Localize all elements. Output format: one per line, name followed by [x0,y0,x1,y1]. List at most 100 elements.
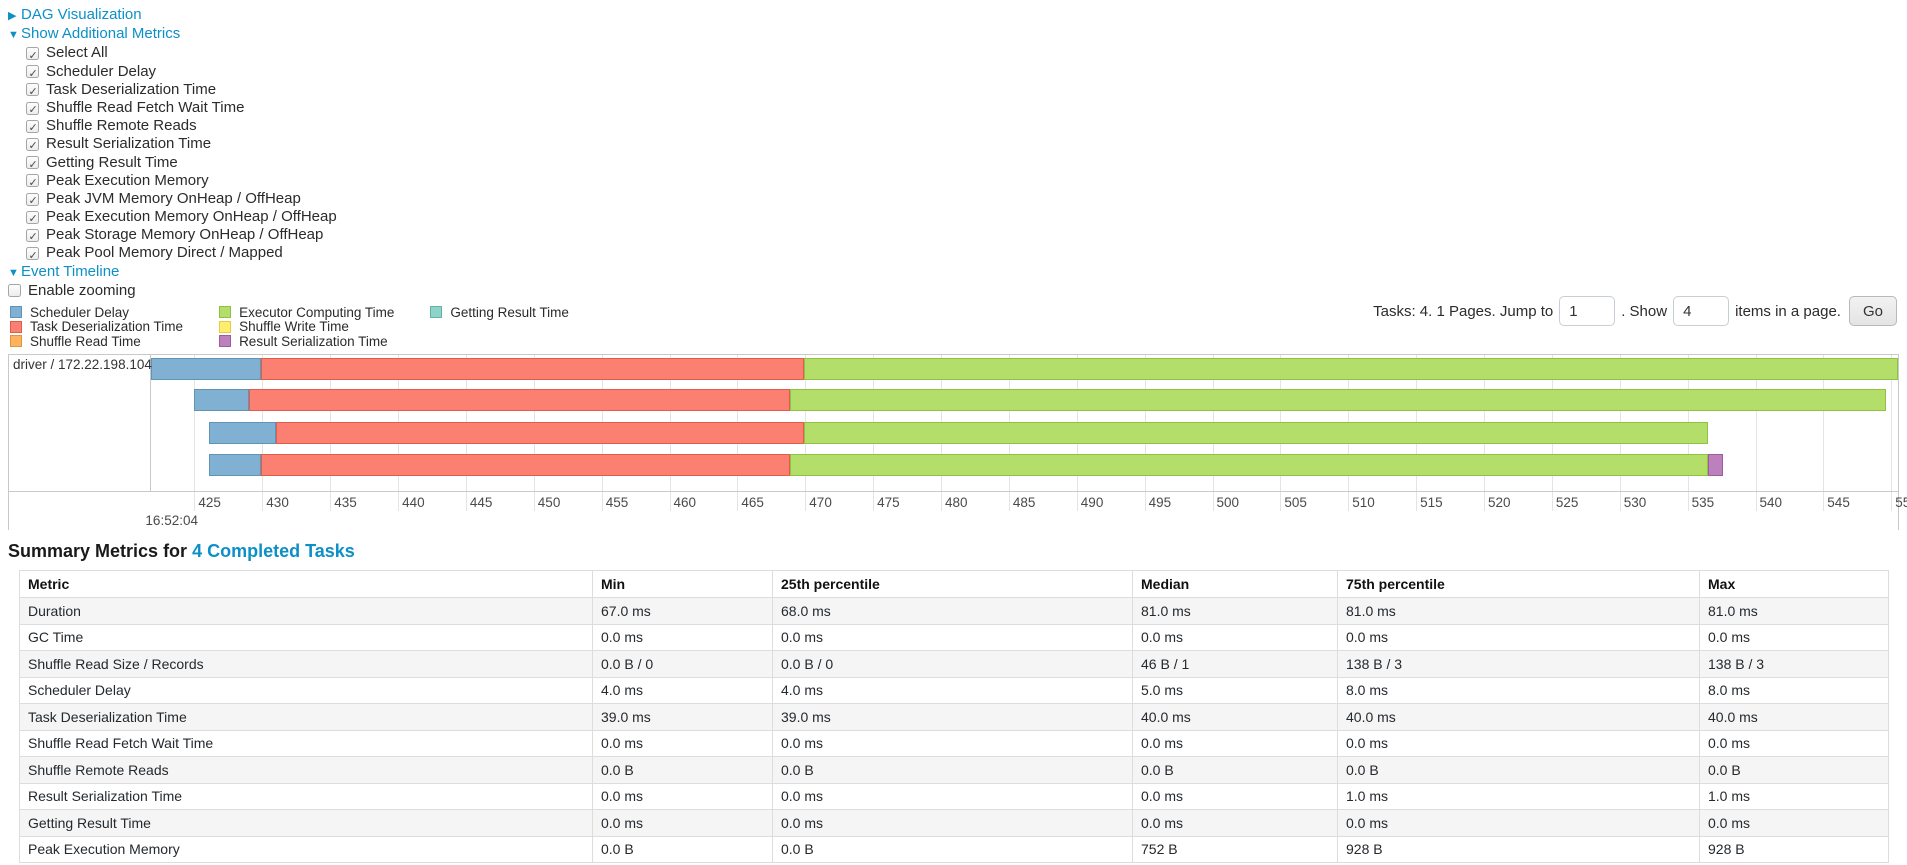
metric-checkbox-task-deserialization-time[interactable]: Task Deserialization Time [8,81,337,101]
task-2-executor-computing-segment[interactable] [790,389,1886,411]
metric-checkbox-peak-pool-memory-direct-mapped[interactable]: Peak Pool Memory Direct / Mapped [8,244,337,265]
metric-value-cell: 0.0 B [772,835,1133,863]
table-row: Task Deserialization Time 39.0 ms 39.0 ms 4… [19,703,1889,731]
axis-tick [873,492,875,511]
task-2-scheduler-delay-segment[interactable] [194,389,249,411]
metric-name-cell: Peak Execution Memory [19,835,593,863]
items-per-page-input[interactable] [1673,296,1730,326]
task-1-scheduler-delay-segment[interactable] [151,358,261,380]
task-1-task-deserialization-segment[interactable] [261,358,804,380]
table-row: Result Serialization Time 0.0 ms 0.0 ms 0.0… [19,782,1889,810]
chevron-right-icon: ▶ [8,10,17,22]
completed-tasks-link[interactable]: 4 Completed Tasks [192,541,355,561]
table-row: Scheduler Delay 4.0 ms 4.0 ms 5.0 ms 8.0 ms 8… [19,676,1889,704]
metric-checkbox-peak-storage-memory-onheap-offheap[interactable]: Peak Storage Memory OnHeap / OffHeap [8,226,337,247]
axis-tick-label: 500 [1216,495,1240,510]
table-row: Peak Execution Memory 0.0 B 0.0 B 752 B 928 … [19,835,1889,863]
metric-value-cell: 68.0 ms [772,597,1133,625]
axis-tick [1416,492,1418,511]
task-4-result-serialization-segment[interactable] [1708,454,1723,476]
executor-group-label: driver / 172.22.198.104 [13,357,152,372]
axis-tick-label: 450 [537,495,561,510]
summary-metrics-title: Summary Metrics for 4 Completed Tasks [8,541,355,562]
metric-value-cell: 0.0 ms [592,623,773,651]
timeline-legend: Scheduler Delay Task Deserialization Time… [10,305,605,349]
table-row: Getting Result Time 0.0 ms 0.0 ms 0.0 ms 0.0… [19,809,1889,837]
event-timeline-toggle[interactable]: ▼ Event Timeline [8,263,337,282]
jump-to-page-input[interactable] [1559,296,1616,326]
metric-checkbox-peak-execution-memory[interactable]: Peak Execution Memory [8,172,337,192]
axis-tick [398,492,400,511]
axis-tick-label: 425 [198,495,221,510]
metric-checkbox-getting-result-time[interactable]: Getting Result Time [8,153,337,174]
checkbox-label: Scheduler Delay [46,62,157,80]
metric-value-cell: 0.0 B [1337,756,1700,784]
metric-name-cell: Scheduler Delay [19,676,593,704]
metric-checkbox-result-serialization-time[interactable]: Result Serialization Time [8,135,337,156]
task-4-task-deserialization-segment[interactable] [261,454,791,476]
checkbox-icon [26,210,39,228]
axis-tick [1551,492,1553,511]
event-timeline-chart: driver / 172.22.198.104 425 430 435 440 445 4… [8,354,1907,530]
show-additional-metrics-toggle[interactable]: ▼ Show Additional Metrics [8,25,337,44]
metric-value-cell: 0.0 ms [1699,729,1889,757]
legend-label: Shuffle Write Time [239,319,349,335]
checkbox-label: Select All [46,44,108,62]
axis-tick [669,492,671,511]
table-row: Duration 67.0 ms 68.0 ms 81.0 ms 81.0 ms 81.0… [19,597,1889,625]
task-3-scheduler-delay-segment[interactable] [209,421,276,444]
metric-value-cell: 0.0 B [1699,756,1889,784]
metric-value-cell: 0.0 ms [1132,729,1338,757]
axis-tick [1212,492,1214,511]
task-3-task-deserialization-segment[interactable] [275,421,804,444]
axis-tick-label: 480 [945,495,968,510]
metric-checkbox-shuffle-remote-reads[interactable]: Shuffle Remote Reads [8,117,337,137]
legend-label: Getting Result Time [450,304,569,320]
enable-zooming-checkbox[interactable]: Enable zooming [8,282,337,300]
checkbox-label: Shuffle Read Fetch Wait Time [46,98,245,116]
axis-tick [1755,492,1757,511]
legend-label: Executor Computing Time [239,304,395,320]
checkbox-label: Getting Result Time [46,153,178,171]
metric-value-cell: 0.0 B [592,756,773,784]
checkbox-icon [26,101,39,119]
axis-tick-label: 445 [469,495,493,510]
timeline-time-axis: 425 430 435 440 445 450 455 460 465 470 475 480 485 4… [9,491,1907,530]
axis-tick [941,492,942,511]
checkbox-icon [26,156,39,174]
metric-checkbox-scheduler-delay[interactable]: Scheduler Delay [8,62,337,83]
dag-visualization-toggle[interactable]: ▶ DAG Visualization [8,6,337,25]
legend-item: Scheduler Delay [10,305,183,320]
pagination-summary: Tasks: 4. 1 Pages. Jump to [1373,302,1554,320]
metric-checkbox-select-all[interactable]: Select All [8,44,337,65]
task-4-scheduler-delay-segment[interactable] [209,454,261,476]
checkbox-icon [26,47,39,65]
checkbox-icon [26,83,39,101]
show-additional-metrics-label: Show Additional Metrics [21,25,181,43]
metric-value-cell: 138 B / 3 [1699,650,1889,678]
go-button[interactable]: Go [1848,296,1897,326]
metric-checkbox-peak-execution-memory-onheap-offheap[interactable]: Peak Execution Memory OnHeap / OffHeap [8,208,337,228]
dag-visualization-label: DAG Visualization [21,6,142,23]
metric-value-cell: 0.0 B [592,835,773,863]
task-3-executor-computing-segment[interactable] [803,421,1708,444]
summary-title-text: Summary Metrics for [8,541,193,561]
metric-value-cell: 0.0 ms [592,729,773,757]
metric-value-cell: 0.0 ms [1132,809,1338,837]
axis-tick-label: 505 [1284,495,1307,510]
metric-value-cell: 40.0 ms [1337,703,1700,731]
axis-tick [1348,492,1350,511]
metric-value-cell: 8.0 ms [1337,676,1700,704]
metric-value-cell: 0.0 B / 0 [592,650,773,678]
metric-checkbox-peak-jvm-memory-onheap-offheap[interactable]: Peak JVM Memory OnHeap / OffHeap [8,190,337,210]
task-2-task-deserialization-segment[interactable] [248,389,791,411]
metric-value-cell: 0.0 B [772,756,1133,784]
axis-tick-label: 545 [1827,495,1850,510]
metric-value-cell: 0.0 ms [772,729,1133,757]
checkbox-label: Peak Execution Memory OnHeap / OffHeap [46,208,337,226]
items-per-page-label: items in a page. [1735,302,1841,320]
task-1-executor-computing-segment[interactable] [803,358,1898,380]
metric-checkbox-shuffle-read-fetch-wait-time[interactable]: Shuffle Read Fetch Wait Time [8,98,337,119]
checkbox-icon [26,192,39,210]
task-4-executor-computing-segment[interactable] [790,454,1708,476]
